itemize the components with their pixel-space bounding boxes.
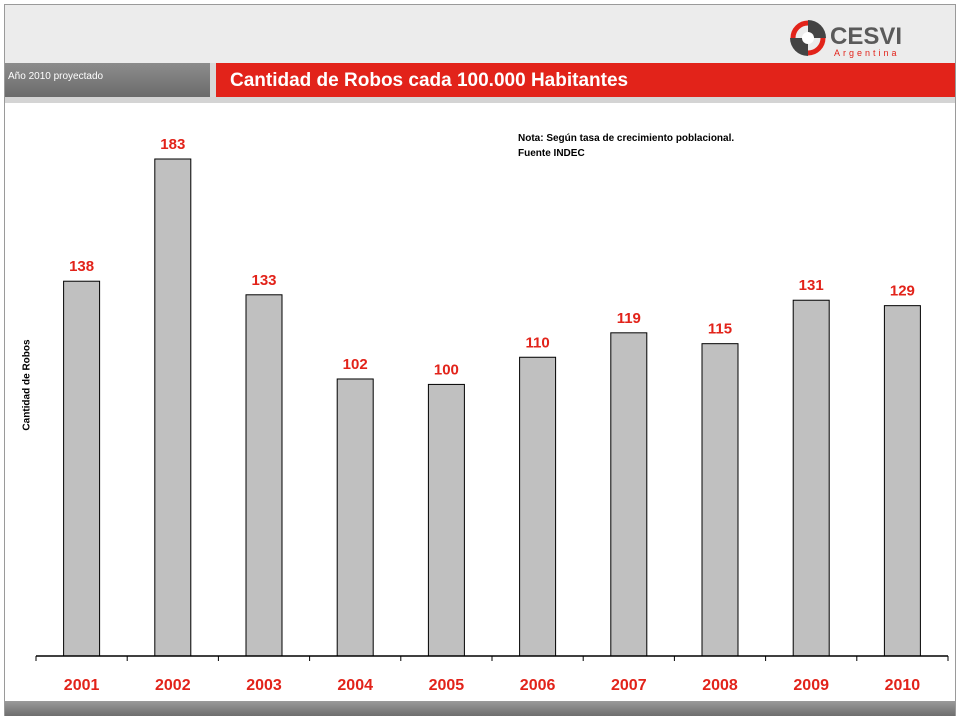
bar-2004 [336,378,374,657]
subtitle: Año 2010 proyectado [8,71,104,82]
data-label-2002: 183 [160,136,185,153]
x-tick-label-2007: 2007 [611,677,647,694]
data-label-2010: 129 [890,283,915,300]
x-tick-label-2010: 2010 [885,677,921,694]
x-tick-label-2008: 2008 [702,677,738,694]
x-tick-label-2002: 2002 [155,677,191,694]
logo-subtext: Argentina [834,48,900,58]
data-label-2001: 138 [69,258,94,275]
subtitle-panel [5,63,210,97]
logo-text: CESVI [830,23,902,50]
x-tick-label-2003: 2003 [246,677,282,694]
bottom-bar [5,701,955,716]
bar-2007 [610,332,648,657]
data-label-2005: 100 [434,361,459,378]
bar-2006 [519,356,557,657]
x-tick-label-2004: 2004 [337,677,373,694]
data-label-2006: 110 [525,334,549,351]
data-label-2008: 115 [708,321,732,338]
x-tick-label-2006: 2006 [520,677,556,694]
cesvi-logo: CESVI Argentina [790,20,902,58]
x-tick-label-2009: 2009 [793,677,829,694]
title-bar [216,63,955,97]
bar-2008 [701,343,739,657]
header-underline [5,97,955,103]
note-line-2: Fuente INDEC [518,148,585,159]
bar-2009 [792,299,830,657]
bar-2001 [63,280,101,657]
bar-2005 [427,383,465,657]
top-bar [5,5,955,63]
x-tick-label-2001: 2001 [64,677,100,694]
data-label-2004: 102 [343,356,368,373]
bar-2002 [154,158,192,657]
note-line-1: Nota: Según tasa de crecimiento poblacio… [518,133,735,144]
bar-2010 [883,305,921,657]
header-divider [210,63,216,97]
data-label-2007: 119 [617,310,641,327]
x-tick-label-2005: 2005 [429,677,465,694]
bar-2003 [245,294,283,657]
page-title: Cantidad de Robos cada 100.000 Habitante… [230,70,629,91]
data-label-2009: 131 [799,277,824,294]
data-label-2003: 133 [251,272,276,289]
source-note: Nota: Según tasa de crecimiento poblacio… [518,131,734,161]
